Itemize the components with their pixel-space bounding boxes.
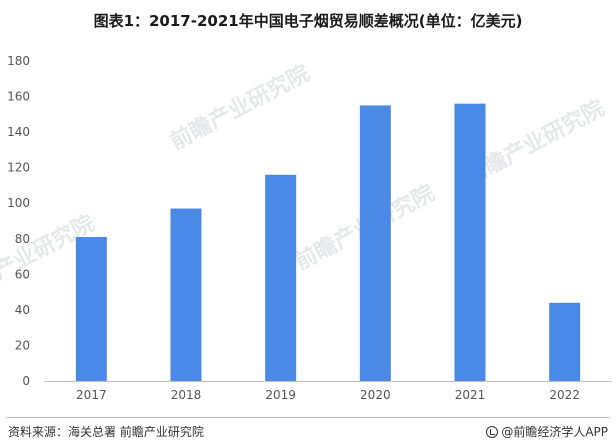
y-tick-label: 0 — [22, 374, 30, 388]
brand-logo-icon — [486, 425, 499, 438]
x-tick-label: 2021 — [455, 388, 486, 402]
bar-2021 — [454, 103, 486, 382]
y-axis: 0 20 40 60 80 100 120 140 160 180 — [7, 54, 30, 388]
y-tick-label: 180 — [7, 54, 30, 68]
y-tick-label: 140 — [7, 125, 30, 139]
x-tick-label: 2020 — [360, 388, 391, 402]
bar-2017 — [75, 237, 107, 381]
x-tick-label: 2019 — [265, 388, 296, 402]
y-tick-label: 160 — [7, 90, 30, 104]
footer-divider — [6, 417, 610, 418]
x-tick-label: 2022 — [549, 388, 580, 402]
bars — [75, 103, 581, 382]
brand-credit: @前瞻经济学人APP — [486, 423, 608, 440]
x-tick-label: 2018 — [171, 388, 202, 402]
watermark-text: 前瞻产业研究院 — [166, 60, 314, 155]
brand-label: @前瞻经济学人APP — [501, 425, 608, 439]
x-tick-label: 2017 — [76, 388, 107, 402]
bar-2020 — [359, 105, 391, 381]
bar-chart: 前瞻产业研究院前瞻产业研究院前瞻产业研究院前瞻产业研究院 02040608010… — [0, 54, 612, 402]
bar-2022 — [549, 302, 581, 381]
y-tick-label: 100 — [7, 196, 30, 210]
y-tick-label: 80 — [15, 232, 30, 246]
source-note: 资料来源：海关总署 前瞻产业研究院 — [8, 425, 204, 439]
bar-2019 — [265, 174, 297, 381]
x-axis: 2017 2018 2019 2020 2021 2022 — [44, 381, 612, 402]
y-tick-label: 60 — [15, 267, 30, 281]
y-tick-label: 20 — [15, 338, 30, 352]
footer: 资料来源：海关总署 前瞻产业研究院 @前瞻经济学人APP — [0, 417, 616, 447]
y-tick-label: 40 — [15, 303, 30, 317]
y-tick-label: 120 — [7, 161, 30, 175]
chart-title: 图表1：2017-2021年中国电子烟贸易顺差概况(单位：亿美元) — [93, 12, 523, 30]
bar-2018 — [170, 208, 202, 381]
